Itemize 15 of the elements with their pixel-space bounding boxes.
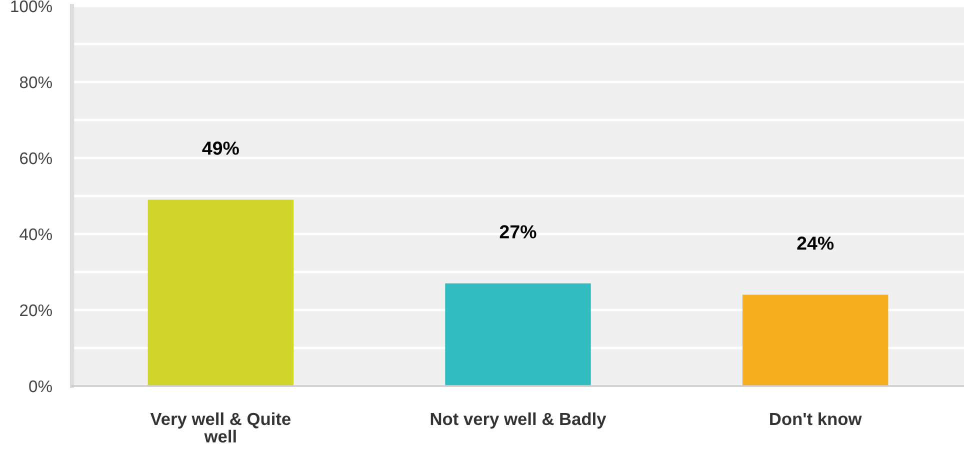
bar [148,200,294,386]
data-label: 49% [202,142,239,155]
x-tick-label: Don't know [770,412,862,426]
x-tick-label: Not very well & Badly [430,412,606,429]
data-label: 27% [500,225,536,238]
y-tick-label: 60% [20,152,52,164]
y-tick-label: 100% [11,0,52,12]
data-label: 24% [797,236,834,250]
y-tick-label: 20% [20,304,52,316]
y-tick-label: 0% [29,380,52,392]
x-tick-label: Very well & Quite well [150,412,291,443]
y-tick-label: 80% [20,76,52,88]
y-tick-label: 40% [20,228,52,240]
bar [445,283,591,386]
bar [742,294,888,386]
